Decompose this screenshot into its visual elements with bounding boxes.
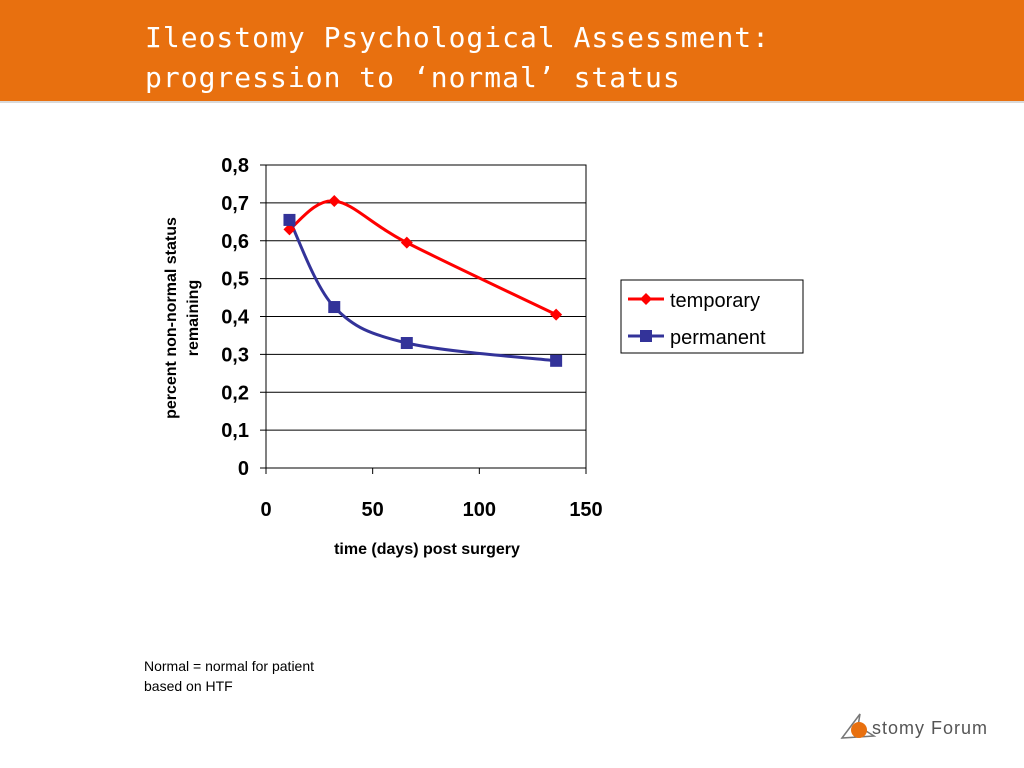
y-axis-label-line-1: percent non-normal status	[163, 217, 180, 419]
slide-title-line-1: Ileostomy Psychological Assessment:	[145, 21, 771, 54]
y-axis-label: percent non-normal status remaining	[163, 217, 202, 419]
series-line-permanent	[288, 219, 557, 363]
data-point-permanent	[328, 301, 341, 314]
x-axis-label: time (days) post surgery	[334, 541, 520, 558]
y-tick-label: 0,4	[221, 307, 250, 329]
data-point-permanent	[400, 337, 413, 350]
y-tick-label: 0,7	[221, 193, 249, 215]
axes	[260, 164, 587, 474]
data-point-permanent	[550, 354, 563, 367]
y-tick-label: 0,3	[221, 344, 249, 366]
data-point-temporary	[400, 236, 413, 249]
legend: temporary permanent	[620, 279, 804, 354]
legend-marker-temporary	[640, 293, 652, 305]
slide-title: Ileostomy Psychological Assessment: prog…	[145, 18, 1005, 98]
series-line-temporary	[288, 199, 557, 316]
x-tick-label: 50	[362, 499, 384, 521]
slide-title-line-2: progression to ‘normal’ status	[145, 61, 681, 94]
logo-mark-icon	[840, 713, 877, 739]
legend-label-permanent: permanent	[670, 327, 766, 349]
logo-text: stomy Forum	[872, 718, 989, 738]
y-tick-label: 0	[238, 458, 249, 480]
x-tick-label: 100	[463, 499, 496, 521]
footnote-line-2: based on HTF	[144, 678, 233, 694]
footnote-line-1: Normal = normal for patient	[144, 658, 315, 674]
title-bar	[0, 0, 1024, 102]
data-point-permanent	[283, 213, 296, 226]
x-tick-label: 150	[569, 499, 602, 521]
series-markers	[283, 194, 563, 367]
data-point-temporary	[550, 308, 563, 321]
data-point-temporary	[328, 194, 341, 207]
y-tick-labels: 0 0,1 0,2 0,3 0,4 0,5 0,6 0,7 0,8	[221, 155, 250, 480]
legend-label-temporary: temporary	[670, 290, 760, 312]
legend-marker-permanent	[640, 330, 652, 342]
y-axis-label-line-2: remaining	[185, 280, 202, 356]
x-tick-labels: 0 50 100 150	[260, 499, 602, 521]
y-tick-label: 0,8	[221, 155, 249, 177]
x-tick-label: 0	[260, 499, 271, 521]
ostomy-forum-logo: stomy Forum	[838, 708, 998, 748]
y-tick-label: 0,2	[221, 382, 249, 404]
footnote: Normal = normal for patient based on HTF	[144, 656, 404, 696]
y-tick-label: 0,1	[221, 420, 249, 442]
y-tick-label: 0,5	[221, 269, 249, 291]
data-point-temporary	[283, 223, 296, 236]
title-divider	[0, 101, 1024, 103]
gridlines	[266, 164, 586, 431]
y-tick-label: 0,6	[221, 231, 249, 253]
series-lines	[288, 199, 557, 363]
